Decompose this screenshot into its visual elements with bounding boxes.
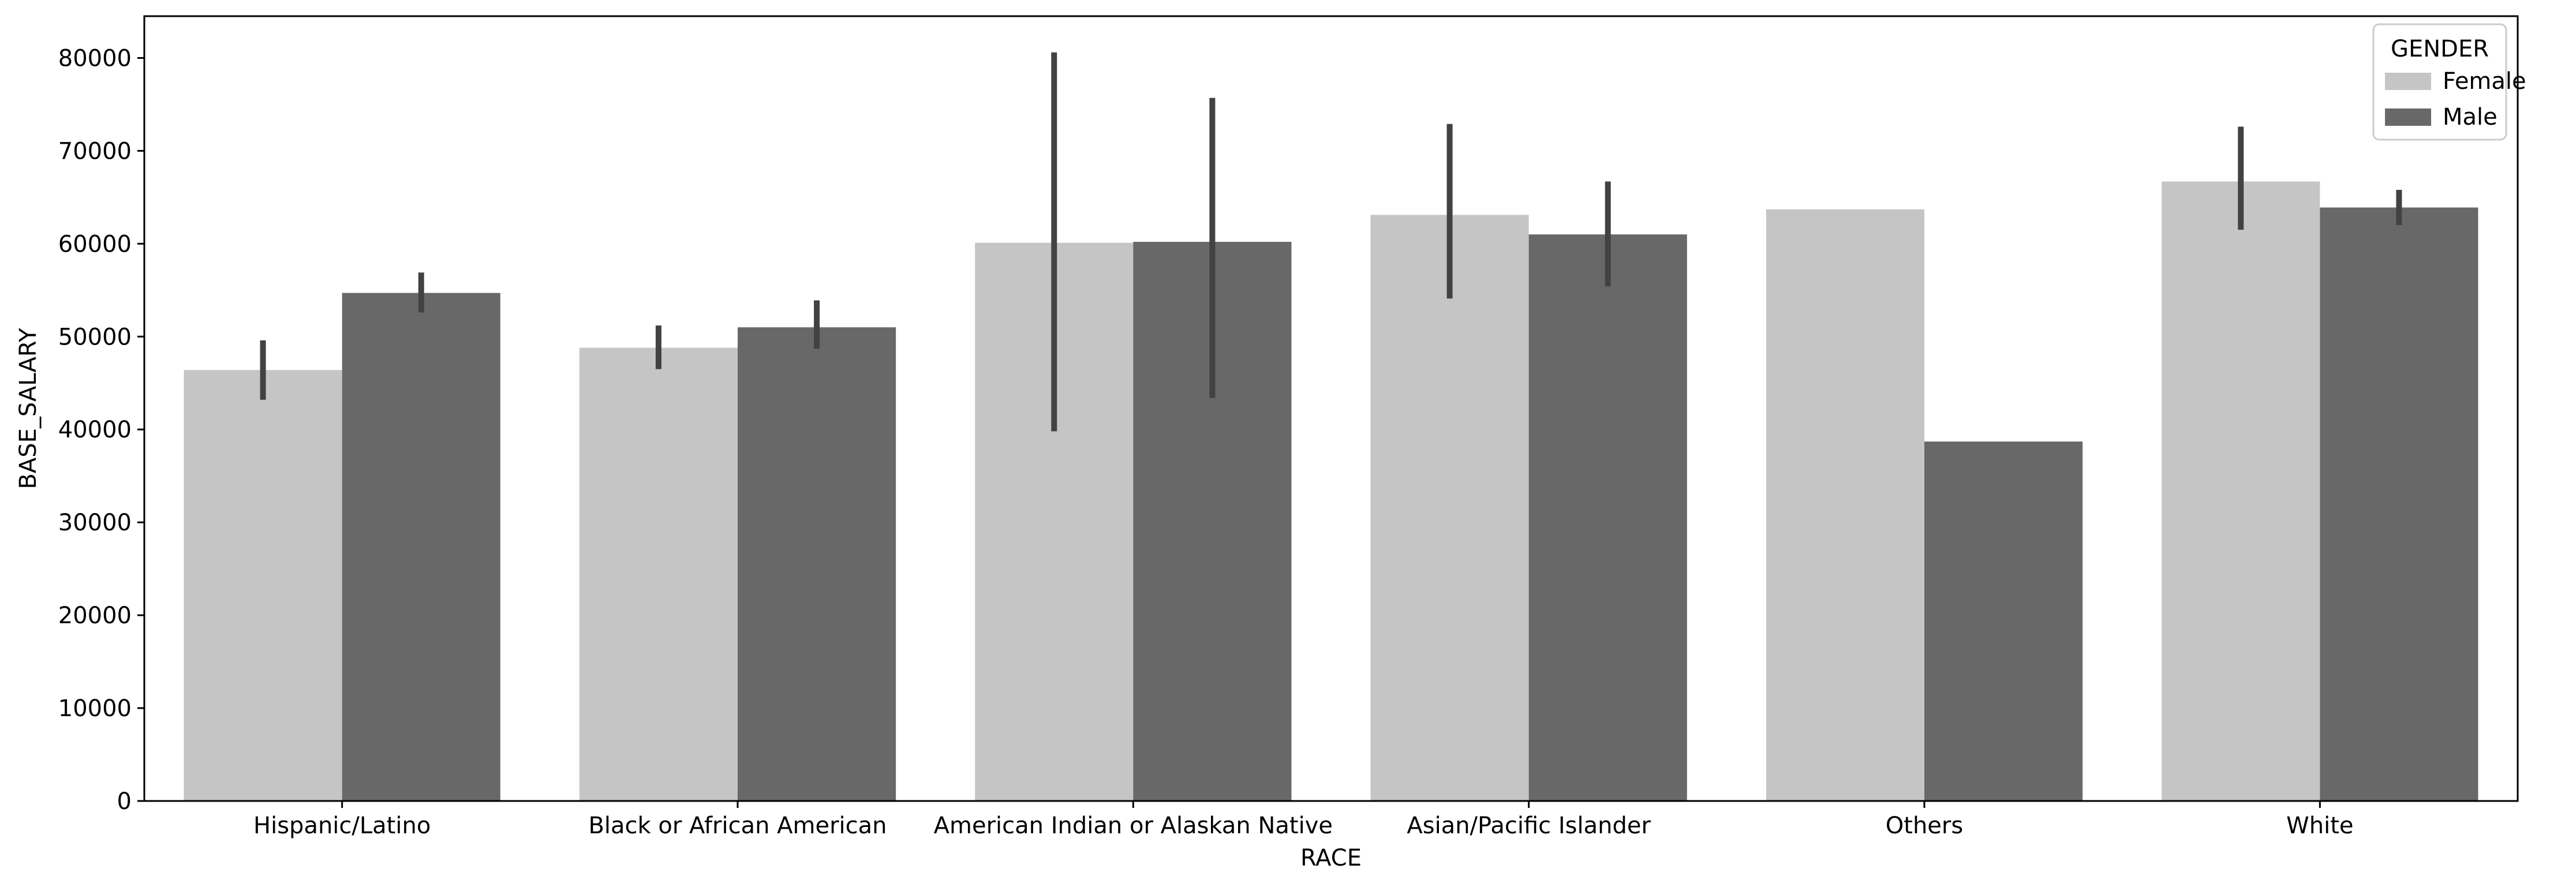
bar-female-0 — [184, 370, 342, 801]
plot-frame — [143, 15, 2519, 802]
bar-female-3 — [1370, 215, 1529, 801]
axes-group: 0 10000 20000 30000 40000 50000 60000 70000 8000… — [15, 15, 2519, 871]
y-tick-label: 70000 — [58, 138, 132, 164]
bar-male-4 — [1924, 441, 2083, 801]
bar-female-1 — [579, 347, 738, 801]
y-tick-label: 50000 — [58, 324, 132, 350]
y-tick-label: 30000 — [58, 510, 132, 536]
bars-group — [184, 181, 2478, 801]
legend-label-female: Female — [2443, 68, 2526, 95]
legend-swatch-female — [2385, 73, 2431, 90]
legend-swatch-male — [2385, 108, 2431, 126]
x-tick-label: White — [2286, 813, 2353, 839]
x-tick-label: Asian/Pacific Islander — [1407, 813, 1651, 839]
errorbars-group — [260, 52, 2402, 432]
y-tick-label: 80000 — [58, 45, 132, 72]
x-tick-label: American Indian or Alaskan Native — [934, 813, 1333, 839]
bar-female-5 — [2162, 181, 2320, 801]
x-tick-label: Others — [1886, 813, 1963, 839]
y-tick-label: 60000 — [58, 231, 132, 257]
bar-male-3 — [1528, 234, 1687, 801]
legend-label-male: Male — [2443, 104, 2498, 130]
legend: GENDER Female Male — [2372, 23, 2526, 141]
bar-male-0 — [342, 293, 500, 801]
x-tick-label: Hispanic/Latino — [253, 813, 431, 839]
y-tick-label: 0 — [117, 788, 132, 815]
y-tick-label: 40000 — [58, 417, 132, 443]
y-axis-label: BASE_SALARY — [15, 328, 42, 489]
x-axis-label: RACE — [1300, 845, 1362, 871]
x-tick-label: Black or African American — [588, 813, 887, 839]
bar-male-1 — [738, 327, 896, 801]
bar-female-4 — [1766, 209, 1924, 801]
legend-title: GENDER — [2391, 36, 2489, 62]
bar-male-5 — [2320, 207, 2478, 801]
y-tick-label: 10000 — [58, 695, 132, 722]
y-tick-label: 20000 — [58, 602, 132, 629]
